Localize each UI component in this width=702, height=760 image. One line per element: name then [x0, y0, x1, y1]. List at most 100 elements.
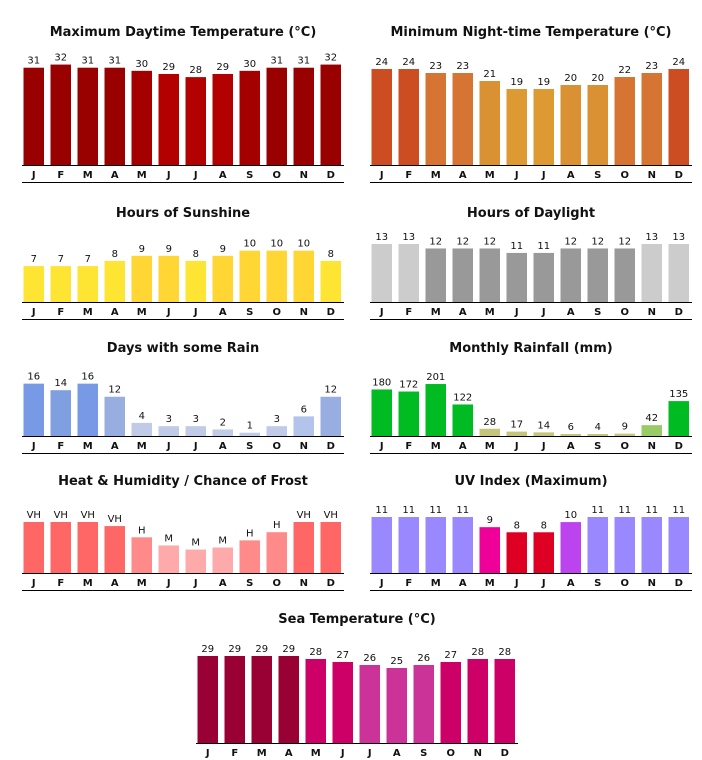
data-label: 28	[471, 647, 484, 658]
bar-3	[452, 517, 473, 573]
data-label: 12	[429, 236, 442, 247]
month-tick-label: F	[405, 578, 412, 589]
bar-4	[131, 70, 152, 165]
bar-11	[320, 396, 341, 436]
month-tick-label: J	[379, 578, 384, 589]
data-label: 13	[672, 232, 685, 243]
month-tick-label: A	[219, 170, 227, 181]
data-label: 180	[372, 377, 391, 388]
data-label: 4	[595, 422, 601, 433]
month-tick-label: D	[327, 441, 335, 452]
data-label: 12	[483, 236, 496, 247]
bar-2	[77, 67, 98, 165]
chart-daylight-plot: 13 13 12 12 12 11 11 12 12 12 13 13 J F M A M J J A S O N D	[370, 232, 692, 320]
data-label: 10	[243, 239, 256, 250]
data-label: 12	[591, 236, 604, 247]
data-label: 11	[510, 241, 523, 252]
chart-uv-plot: 11 11 11 11 9 8 8 10 11 11 11 11 J F M A M J J A S O N D	[370, 505, 692, 591]
month-tick-label: D	[675, 307, 683, 318]
month-tick-label: A	[567, 441, 575, 452]
bar-8	[587, 248, 608, 302]
month-tick-label: M	[431, 578, 441, 589]
month-tick-label: A	[111, 578, 119, 589]
data-label: 2	[220, 417, 226, 428]
data-label: 201	[426, 372, 445, 383]
data-label: 6	[301, 404, 307, 415]
bar-3	[452, 248, 473, 302]
data-label: 29	[162, 62, 175, 73]
data-label: 8	[541, 520, 547, 531]
bar-8	[587, 85, 608, 165]
bar-5	[158, 545, 179, 573]
data-label: 9	[622, 422, 628, 433]
month-tick-label: A	[459, 307, 467, 318]
bar-11	[320, 64, 341, 165]
month-tick-label: A	[459, 170, 467, 181]
month-tick-label: M	[137, 307, 147, 318]
month-tick-label: D	[501, 748, 509, 759]
data-label: 1	[247, 421, 253, 432]
chart-sea-temp-plot: 29 29 29 29 28 27 26 25 26 27 28 28 J F M A M J J A S O N D	[196, 644, 518, 759]
month-tick-label: O	[620, 170, 629, 181]
bar-1	[398, 69, 419, 165]
chart-title: Hours of Daylight	[466, 206, 596, 221]
bar-5	[158, 255, 179, 302]
data-label: 13	[375, 232, 388, 243]
month-tick-label: J	[31, 441, 36, 452]
data-label: 29	[228, 644, 241, 655]
month-tick-label: J	[31, 170, 36, 181]
month-tick-label: N	[648, 578, 656, 589]
bar-8	[239, 250, 260, 302]
month-tick-label: O	[272, 170, 281, 181]
month-tick-label: J	[166, 441, 171, 452]
month-tick-label: F	[57, 170, 64, 181]
month-tick-label: A	[567, 307, 575, 318]
month-tick-label: M	[485, 441, 495, 452]
bar-2	[77, 522, 98, 573]
month-tick-label: J	[541, 441, 546, 452]
data-label: 31	[270, 56, 283, 67]
bar-7	[560, 85, 581, 165]
month-tick-label: A	[219, 578, 227, 589]
bar-2	[251, 656, 272, 743]
chart-title: UV Index (Maximum)	[454, 474, 608, 489]
bar-10	[293, 67, 314, 165]
bar-9	[266, 426, 287, 436]
month-tick-label: M	[83, 578, 93, 589]
data-label: 10	[297, 239, 310, 250]
data-label: 19	[510, 77, 523, 88]
bar-5	[158, 426, 179, 436]
month-tick-label: O	[272, 307, 281, 318]
data-label: 8	[328, 249, 334, 260]
data-label: 10	[564, 510, 577, 521]
data-label: 12	[564, 236, 577, 247]
data-label: 9	[487, 515, 493, 526]
bar-8	[587, 434, 608, 436]
bar-1	[398, 517, 419, 573]
data-label: 122	[453, 392, 472, 403]
month-tick-label: J	[31, 578, 36, 589]
bar-1	[224, 656, 245, 743]
bar-3	[452, 404, 473, 436]
bar-6	[533, 532, 554, 573]
month-tick-label: M	[311, 748, 321, 759]
data-label: 30	[135, 59, 148, 70]
data-label: 12	[108, 385, 121, 396]
chart-rain-days-plot: 16 14 16 12 4 3 3 2 1 3 6 12 J F M A M J J A S O N D	[22, 372, 344, 454]
month-tick-label: J	[193, 307, 198, 318]
data-label: VH	[54, 510, 68, 521]
month-tick-label: J	[379, 307, 384, 318]
month-tick-label: D	[327, 170, 335, 181]
bar-5	[506, 431, 527, 436]
data-label: 9	[166, 244, 172, 255]
data-label: 4	[139, 411, 145, 422]
data-label: 14	[54, 378, 67, 389]
bar-4	[479, 248, 500, 302]
data-label: 32	[324, 53, 337, 64]
bar-9	[266, 532, 287, 573]
month-tick-label: J	[514, 441, 519, 452]
data-label: 11	[645, 505, 658, 516]
data-label: 19	[537, 77, 550, 88]
month-tick-label: D	[675, 441, 683, 452]
month-tick-label: M	[431, 170, 441, 181]
